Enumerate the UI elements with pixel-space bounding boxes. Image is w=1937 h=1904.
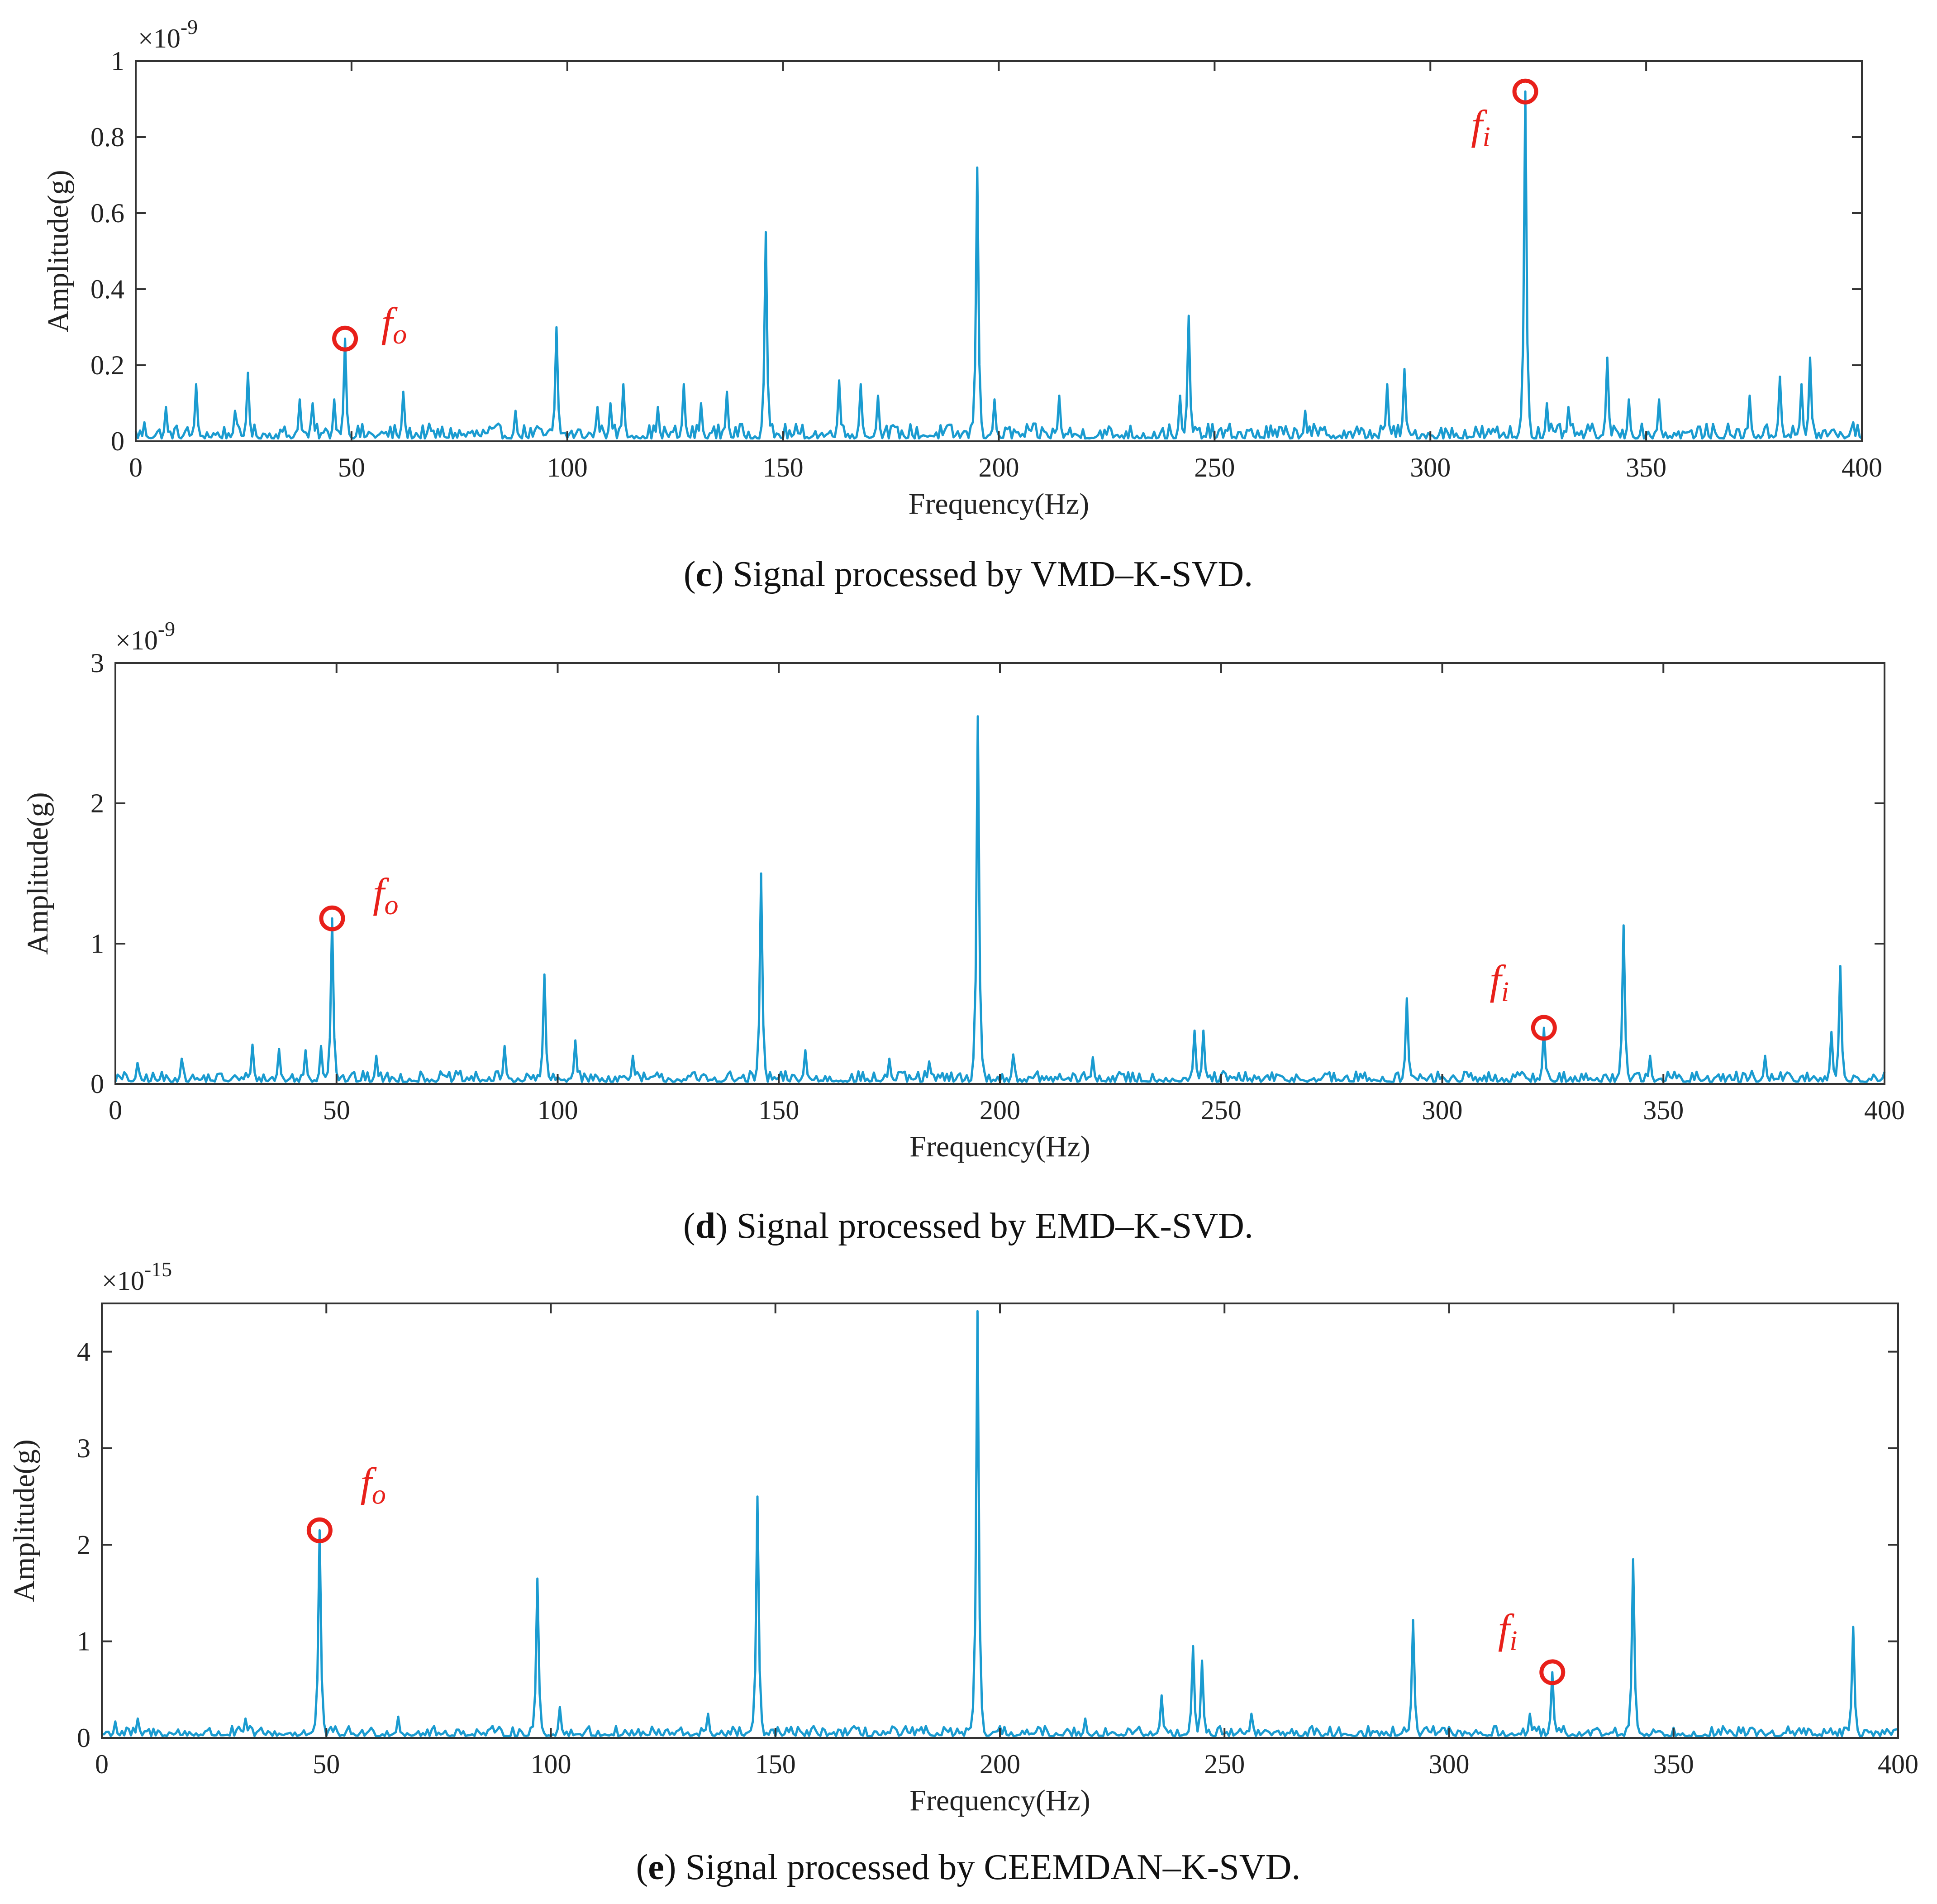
y-tick-label: 0.2 [90, 350, 124, 380]
x-tick-label: 150 [758, 1095, 799, 1125]
peak-annotation-subscript: o [372, 1479, 386, 1510]
y-tick-label: 2 [77, 1530, 90, 1560]
x-tick-label: 300 [1429, 1749, 1470, 1779]
y-tick-label: 3 [77, 1433, 90, 1463]
peak-marker-fi [1512, 78, 1538, 105]
signal-series-c [134, 90, 1863, 440]
chart-panel-e: 0 50 100 150 200 250 300 350 400 0 1 2 3 4 ×10-15 Frequ… [8, 1258, 1918, 1887]
panel-caption-c: (c) Signal processed by VMD–K-SVD. [684, 554, 1253, 594]
y-tick-label: 0.6 [90, 198, 124, 228]
y-tick-label: 2 [90, 788, 104, 818]
y-exponent: ×10-15 [102, 1258, 172, 1296]
y-axis-label: Amplitude(g) [21, 792, 54, 954]
y-tick-label: 0 [77, 1723, 90, 1753]
x-tick-label: 300 [1410, 453, 1451, 482]
x-tick-label: 50 [323, 1095, 350, 1125]
peak-annotation-fo: fo [360, 1459, 386, 1510]
x-tick-label: 0 [109, 1095, 122, 1125]
y-axis-label: Amplitude(g) [42, 170, 75, 332]
x-tick-label: 400 [1842, 453, 1882, 482]
x-tick-label: 250 [1204, 1749, 1245, 1779]
y-exponent-power: -15 [144, 1258, 172, 1281]
caption-panel-letter: c [695, 554, 712, 594]
peak-annotation-fo: fo [381, 299, 407, 350]
peak-annotation-fi: fi [1471, 102, 1490, 153]
x-tick-label: 200 [980, 1095, 1020, 1125]
peak-annotation-fi: fi [1498, 1606, 1518, 1656]
plot-frame [101, 1303, 1899, 1739]
peak-annotation-subscript: i [1483, 122, 1490, 153]
chart-panel-d: 0 50 100 150 200 250 300 350 400 0 1 2 3 ×10-9 Frequen… [21, 617, 1905, 1246]
panel-caption-e: (e) Signal processed by CEEMDAN–K-SVD. [636, 1847, 1301, 1887]
x-tick-label: 100 [531, 1749, 571, 1779]
caption-panel-letter: e [648, 1847, 664, 1887]
peak-annotation-subscript: i [1501, 977, 1509, 1007]
x-tick-label: 350 [1643, 1095, 1684, 1125]
x-tick-label: 300 [1422, 1095, 1463, 1125]
peak-marker-fi [1531, 1015, 1557, 1041]
y-tick-label: 0.4 [90, 274, 124, 304]
peak-annotation-subscript: o [385, 890, 399, 921]
peak-marker-fo [319, 905, 345, 931]
y-tick-label: 1 [77, 1627, 90, 1656]
x-tick-label: 100 [547, 453, 588, 482]
x-tick-label: 200 [979, 453, 1019, 482]
caption-panel-letter: d [695, 1206, 716, 1246]
x-axis-label: Frequency(Hz) [909, 487, 1089, 520]
y-axis-label: Amplitude(g) [8, 1439, 41, 1602]
caption-text: ) Signal processed by CEEMDAN–K-SVD. [664, 1847, 1301, 1887]
peak-marker-fo [332, 325, 358, 352]
y-tick-label: 3 [90, 648, 104, 678]
caption-text: ) Signal processed by VMD–K-SVD. [712, 554, 1253, 594]
x-tick-label: 350 [1626, 453, 1666, 482]
x-tick-label: 200 [980, 1749, 1020, 1779]
caption-text: ( [683, 1206, 695, 1246]
x-tick-label: 250 [1194, 453, 1235, 482]
chart-panel-c: 0 50 100 150 200 250 300 350 400 0 0.2 0.4 0.6 0.8 1 ×1… [42, 15, 1882, 594]
peak-annotation-subscript: o [393, 319, 407, 350]
y-exponent-power: -9 [181, 15, 198, 38]
panel-caption-d: (d) Signal processed by EMD–K-SVD. [683, 1206, 1253, 1246]
caption-text: ( [636, 1847, 648, 1887]
y-tick-label: 0.8 [90, 122, 124, 152]
x-tick-label: 0 [95, 1749, 109, 1779]
x-tick-label: 250 [1201, 1095, 1242, 1125]
x-axis-label: Frequency(Hz) [909, 1130, 1090, 1163]
x-axis-label: Frequency(Hz) [909, 1784, 1090, 1817]
y-exponent: ×10-9 [138, 15, 198, 53]
peak-marker-fo [306, 1517, 333, 1543]
peak-annotation-subscript: i [1509, 1626, 1517, 1656]
x-tick-label: 350 [1653, 1749, 1694, 1779]
x-tick-label: 0 [129, 453, 143, 482]
y-tick-label: 0 [111, 426, 124, 456]
y-exponent-power: -9 [158, 617, 175, 640]
y-tick-label: 1 [90, 929, 104, 959]
x-tick-label: 150 [763, 453, 804, 482]
peak-annotation-fi: fi [1490, 957, 1509, 1007]
plot-frame [135, 60, 1863, 442]
x-tick-label: 150 [755, 1749, 796, 1779]
y-tick-label: 1 [111, 46, 124, 76]
y-exponent: ×10-9 [115, 617, 175, 655]
x-tick-label: 400 [1878, 1749, 1918, 1779]
peak-annotation-fo: fo [373, 870, 399, 921]
x-tick-label: 50 [338, 453, 365, 482]
caption-text: ) Signal processed by EMD–K-SVD. [715, 1206, 1253, 1246]
x-tick-label: 50 [313, 1749, 340, 1779]
y-tick-label: 4 [77, 1337, 90, 1367]
x-tick-label: 400 [1864, 1095, 1905, 1125]
y-tick-label: 0 [90, 1069, 104, 1099]
caption-text: ( [684, 554, 696, 594]
signal-series-e [101, 1310, 1899, 1737]
peak-marker-fi [1539, 1659, 1566, 1685]
x-tick-label: 100 [538, 1095, 578, 1125]
